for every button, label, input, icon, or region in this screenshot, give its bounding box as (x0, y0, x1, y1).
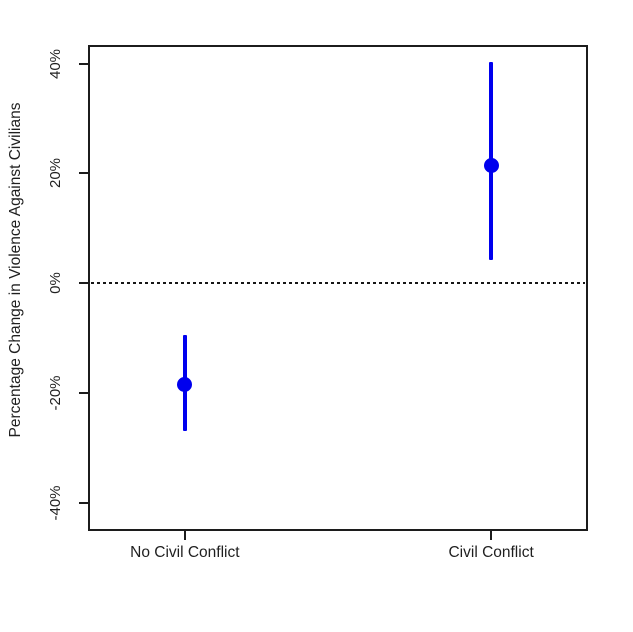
data-point (483, 157, 499, 173)
y-axis-tick-mark (79, 172, 88, 175)
y-axis-tick-label: 20% (47, 158, 64, 189)
y-axis-tick-label: -40% (47, 485, 64, 521)
x-axis-category-label: Civil Conflict (448, 544, 534, 561)
y-axis-tick-label: 0% (47, 272, 64, 295)
x-axis-tick-mark (183, 531, 186, 540)
zero-reference-line (91, 282, 585, 285)
y-axis-tick-label: 40% (47, 48, 64, 79)
y-axis-tick-mark (79, 62, 88, 65)
y-axis-title: Percentage Change in Violence Against Ci… (7, 102, 24, 438)
plot-area (88, 45, 588, 531)
y-axis-tick-label: -20% (47, 375, 64, 411)
x-axis-tick-mark (490, 531, 493, 540)
y-axis-tick-mark (79, 502, 88, 505)
x-axis-category-label: No Civil Conflict (130, 544, 240, 561)
y-axis-tick-mark (79, 392, 88, 395)
data-point (177, 376, 193, 392)
y-axis-tick-mark (79, 282, 88, 285)
